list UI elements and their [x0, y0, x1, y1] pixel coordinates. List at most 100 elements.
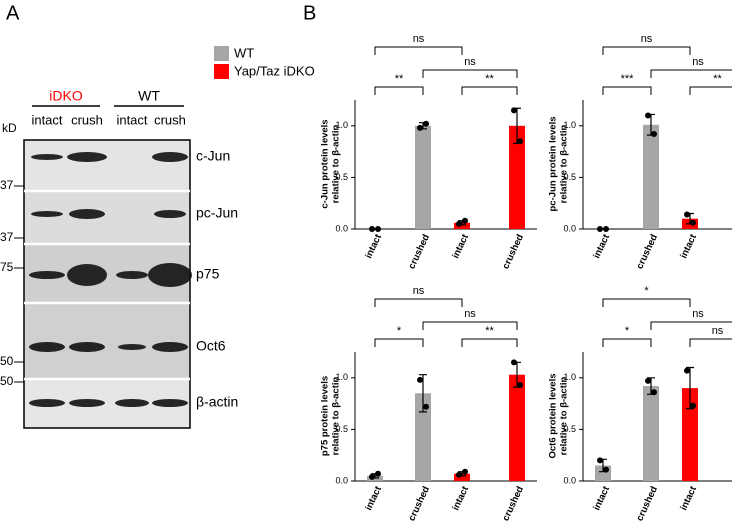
y-axis-label: p75 protein levels	[320, 376, 331, 456]
blot-band	[152, 342, 188, 352]
data-point	[645, 377, 651, 384]
bar	[509, 374, 525, 481]
data-point	[511, 107, 517, 114]
significance-label: **	[395, 73, 404, 85]
panel-label: B	[303, 2, 316, 24]
significance-bracket	[461, 338, 518, 347]
bar	[415, 393, 431, 481]
blot-band	[31, 154, 63, 160]
blot-band	[148, 263, 192, 287]
error-bar	[686, 366, 694, 410]
significance-label: ns	[464, 56, 476, 68]
legend-label: Yap/Taz iDKO	[234, 63, 315, 78]
y-axis-label: relative to β-actin	[331, 124, 342, 203]
significance-label: ns	[464, 308, 476, 320]
x-tick-label: crushed	[634, 233, 660, 271]
data-point	[375, 226, 381, 232]
data-point	[603, 226, 609, 232]
unit-label: kD	[2, 121, 17, 135]
blot-band	[67, 152, 107, 162]
significance-label: ns	[641, 33, 653, 45]
y-axis-label: relative to β-actin	[331, 376, 342, 455]
lane-label: intact	[31, 112, 62, 127]
group-label: WT	[138, 88, 160, 104]
protein-label: Oct6	[196, 338, 226, 354]
blot-band	[69, 209, 105, 219]
significance-label: **	[713, 73, 722, 85]
x-tick-label: intact	[678, 484, 699, 512]
blot-band	[29, 399, 65, 407]
data-point	[517, 382, 523, 389]
y-axis-label: relative to β-actin	[559, 376, 570, 455]
significance-bracket	[650, 321, 732, 330]
data-point	[417, 376, 423, 383]
data-point	[597, 226, 603, 232]
significance-bracket	[602, 46, 691, 55]
significance-bracket	[650, 69, 732, 78]
data-point	[417, 124, 423, 131]
significance-label: **	[485, 73, 494, 85]
significance-bracket	[374, 46, 463, 55]
y-tick-label: 1.0	[335, 372, 348, 382]
x-tick-label: crushed	[728, 233, 732, 271]
data-point	[423, 120, 429, 127]
marker-label: 50	[0, 374, 14, 388]
legend-label: WT	[234, 45, 254, 60]
significance-bracket	[461, 86, 518, 95]
data-point	[651, 131, 657, 138]
data-point	[462, 217, 468, 224]
x-tick-label: crushed	[500, 233, 526, 271]
data-point	[684, 367, 690, 374]
panel-label: A	[6, 2, 20, 24]
significance-bracket	[374, 338, 424, 347]
blot-band	[152, 399, 188, 407]
data-point	[375, 470, 381, 477]
data-point	[645, 112, 651, 119]
marker-label: 37	[0, 178, 14, 192]
lane-label: crush	[154, 112, 186, 127]
blot-band	[116, 271, 148, 279]
x-tick-label: intact	[591, 484, 612, 512]
legend-swatch	[214, 46, 229, 61]
data-point	[603, 466, 609, 473]
y-tick-label: 0.5	[335, 172, 348, 182]
y-tick-label: 0.5	[563, 424, 576, 434]
y-axis-label: c-Jun protein levels	[320, 119, 331, 208]
error-bar	[419, 374, 427, 413]
x-tick-label: intact	[363, 232, 384, 260]
legend-swatch	[214, 64, 229, 79]
blot-strip	[25, 141, 189, 190]
marker-label: 37	[0, 230, 14, 244]
bar	[643, 124, 659, 229]
blot-strip	[25, 304, 189, 378]
significance-label: *	[625, 325, 630, 337]
data-point	[690, 402, 696, 409]
significance-bracket	[689, 86, 732, 95]
y-tick-label: 0.0	[563, 475, 576, 485]
data-point	[597, 457, 603, 464]
protein-label: c-Jun	[196, 148, 230, 164]
group-label: iDKO	[49, 88, 83, 104]
data-point	[369, 473, 375, 480]
y-tick-label: 1.0	[563, 120, 576, 130]
y-tick-label: 1.0	[563, 372, 576, 382]
data-point	[690, 219, 696, 226]
x-tick-label: crushed	[406, 233, 432, 271]
blot-band	[29, 271, 65, 279]
significance-label: ns	[692, 308, 704, 320]
significance-label: ns	[712, 325, 724, 337]
y-axis-label: Oct6 protein levels	[548, 373, 559, 458]
x-tick-label: intact	[678, 232, 699, 260]
y-tick-label: 0.0	[563, 223, 576, 233]
significance-label: ns	[413, 33, 425, 45]
y-tick-label: 0.5	[335, 424, 348, 434]
significance-label: *	[644, 285, 649, 297]
marker-label: 50	[0, 354, 14, 368]
x-tick-label: intact	[363, 484, 384, 512]
significance-bracket	[374, 86, 424, 95]
blot-band	[29, 342, 65, 352]
x-tick-label: crushed	[500, 485, 526, 521]
significance-label: ns	[413, 285, 425, 297]
data-point	[462, 468, 468, 475]
